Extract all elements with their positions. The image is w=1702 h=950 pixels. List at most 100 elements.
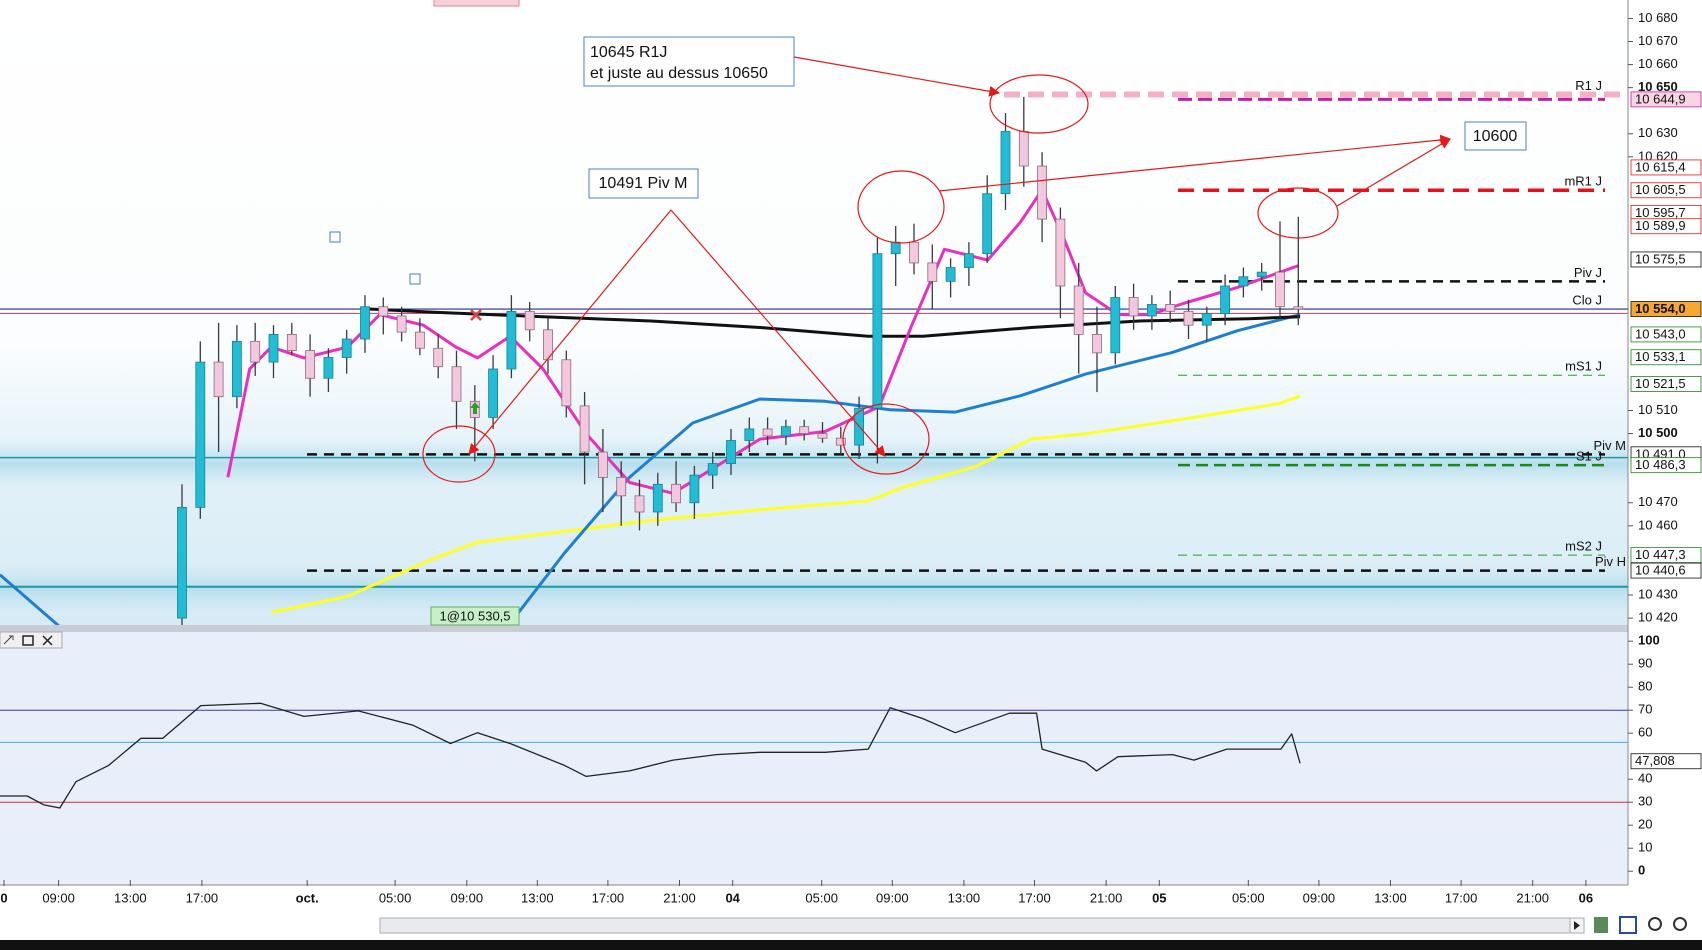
zoom-icon[interactable] — [1648, 917, 1662, 931]
x-tick-label: 05:00 — [379, 890, 412, 905]
candle-body — [433, 347, 444, 368]
level-name: mS2 J — [1565, 539, 1602, 554]
candle-body — [451, 366, 462, 402]
candle-body — [1183, 310, 1194, 326]
y-tick-label: 40 — [1638, 771, 1652, 786]
arrow — [1336, 138, 1451, 207]
candle-body — [1092, 334, 1102, 354]
y-tick-label: 10 460 — [1638, 517, 1678, 532]
arrow — [938, 134, 1452, 192]
rsi-plot — [0, 702, 1628, 809]
price-label-box — [1630, 457, 1702, 474]
y-tick-label: 10 680 — [1638, 10, 1678, 25]
candle-body — [1275, 271, 1285, 308]
x-tick-label: 05:00 — [805, 890, 838, 905]
cross-marker — [470, 309, 482, 321]
annotation: 10491 Piv M — [599, 175, 688, 192]
price-label-box — [1630, 182, 1702, 199]
glow-band — [0, 565, 1628, 613]
close-icon[interactable] — [42, 635, 53, 646]
candle-body — [598, 451, 608, 478]
tool-icon[interactable] — [3, 635, 14, 645]
candle-body — [707, 463, 718, 476]
price-label-box — [1630, 159, 1702, 176]
x-tick-label: 17:00 — [592, 890, 625, 905]
annotation-box — [1464, 121, 1527, 151]
annotation: 10645 R1J — [590, 44, 667, 61]
maximize-icon[interactable] — [22, 635, 34, 646]
x-tick-label: 04 — [725, 890, 740, 905]
candle-body — [744, 428, 755, 441]
level-name: S1 J — [1576, 449, 1602, 464]
candle-body — [286, 334, 297, 351]
candle-body — [488, 368, 499, 418]
candle-body — [561, 359, 572, 407]
moving-average — [0, 573, 61, 625]
price-label-box — [1630, 251, 1702, 268]
price-label: 10 595,7 — [1635, 205, 1686, 220]
price-label: 10 554,0 — [1635, 301, 1686, 316]
toolbar-icon[interactable] — [1594, 917, 1608, 933]
price-label: 10 589,9 — [1635, 218, 1686, 233]
candle-body — [762, 428, 773, 437]
y-tick-label: 10 510 — [1638, 402, 1678, 417]
candle-body — [1238, 276, 1249, 287]
candle-body — [177, 506, 187, 619]
annotation-box — [588, 168, 699, 199]
marker-square — [329, 231, 341, 243]
arrow — [670, 209, 886, 457]
circle — [422, 425, 496, 483]
candle-body — [1110, 297, 1121, 354]
cut-box — [433, 0, 520, 7]
candle-body — [1055, 218, 1066, 287]
price-label: 10 521,5 — [1635, 376, 1686, 391]
annotation: 10600 — [1473, 128, 1518, 145]
price-label-box — [1630, 218, 1702, 235]
level-name: Piv M — [1594, 438, 1627, 453]
candle-body — [671, 483, 681, 504]
price-label-box — [1630, 547, 1702, 564]
candle-body — [1018, 131, 1029, 167]
y-tick-label: 0 — [1638, 863, 1645, 878]
candle-body — [652, 483, 663, 513]
circle — [842, 403, 930, 475]
rsi-background — [0, 632, 1628, 885]
x-tick-label: 09:00 — [876, 890, 909, 905]
price-label: 10 615,4 — [1635, 159, 1686, 174]
zoom-icon[interactable] — [1673, 917, 1687, 931]
price-label-box — [1630, 753, 1702, 770]
x-tick-label: 17:00 — [1018, 890, 1051, 905]
toolbar-icon[interactable] — [1619, 916, 1637, 934]
y-tick-label: 10 430 — [1638, 586, 1678, 601]
moving-average — [508, 313, 1301, 625]
candle-body — [213, 361, 224, 398]
circle — [1257, 187, 1339, 239]
price-label-box — [1630, 91, 1702, 108]
level-name: mS1 J — [1565, 359, 1602, 374]
x-tick-label: 13:00 — [114, 890, 147, 905]
x-tick-label: 09:00 — [42, 890, 75, 905]
candle-body — [231, 340, 242, 398]
x-tick-label: 17:00 — [1445, 890, 1478, 905]
price-label-box — [1630, 326, 1702, 343]
axes: 10 420 10 430 10 460 10 470 10 500 10 510 10 6… — [0, 10, 1702, 905]
candle-body — [1000, 131, 1011, 195]
main-background — [0, 0, 1628, 625]
candle-body — [579, 405, 590, 453]
rsi-line — [0, 702, 1301, 809]
price-label-box — [1630, 562, 1702, 579]
glow-band — [0, 440, 1628, 488]
candle-body — [1256, 271, 1267, 278]
price-label: 10 575,5 — [1635, 251, 1686, 266]
level-name: Piv H — [1595, 554, 1626, 569]
candle-body — [1037, 165, 1047, 220]
y-tick-label: 10 630 — [1638, 125, 1678, 140]
candle-body — [799, 426, 810, 434]
x-tick-label: 21:00 — [1090, 890, 1123, 905]
y-tick-label: 100 — [1638, 633, 1660, 648]
scrollbar[interactable] — [379, 917, 1571, 934]
annotation-box — [583, 36, 795, 87]
candle-body — [781, 426, 791, 437]
order-box — [430, 606, 520, 626]
